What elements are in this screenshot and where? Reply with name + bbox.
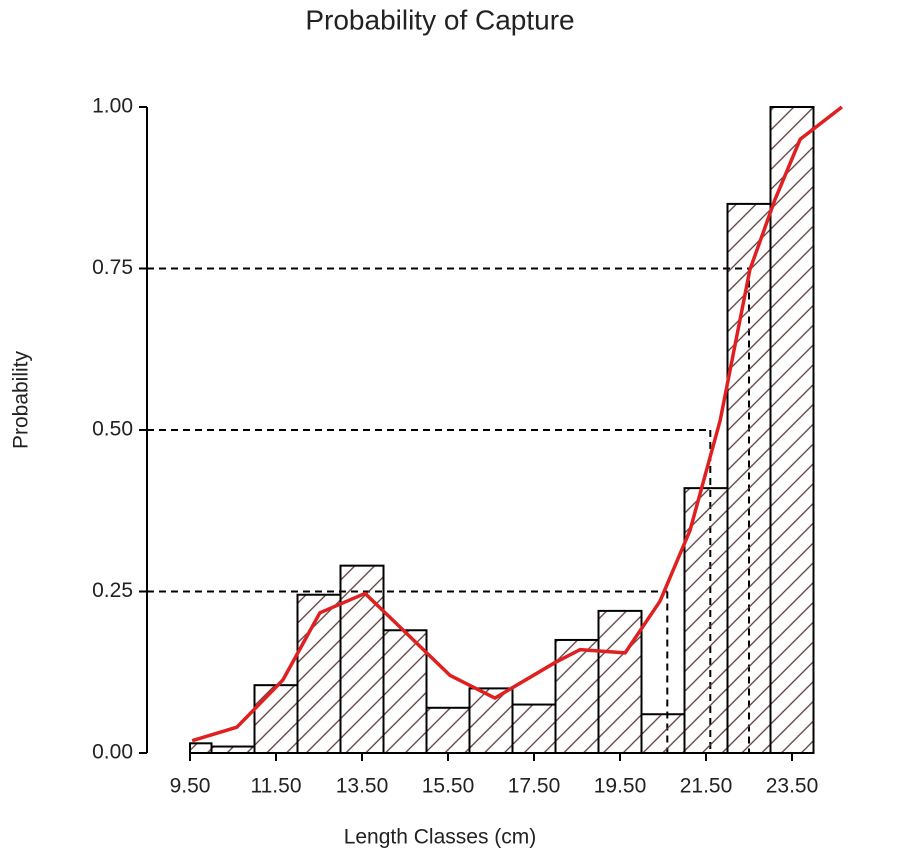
- y-tick-label: 0.25: [92, 579, 133, 602]
- bar: [189, 742, 213, 754]
- bar: [726, 202, 772, 754]
- bar: [425, 706, 471, 755]
- x-axis-label: Length Classes (cm): [344, 826, 537, 849]
- bar: [210, 745, 256, 754]
- bar: [554, 638, 600, 755]
- probability-curve: [191, 105, 843, 743]
- x-tick-label: 17.50: [508, 775, 561, 798]
- x-tick-label: 23.50: [766, 775, 819, 798]
- bar: [769, 106, 815, 754]
- bar: [468, 687, 514, 755]
- x-tick-label: 13.50: [336, 775, 389, 798]
- y-axis-label: Probability: [10, 350, 33, 449]
- bar: [382, 629, 428, 755]
- bar: [511, 703, 557, 754]
- bar: [253, 684, 299, 754]
- y-tick-label: 0.00: [92, 741, 133, 764]
- x-tick-label: 21.50: [680, 775, 733, 798]
- bar: [296, 593, 342, 754]
- bar: [683, 487, 729, 754]
- bar: [640, 713, 686, 754]
- bar: [339, 564, 385, 754]
- y-tick-label: 1.00: [92, 95, 133, 118]
- x-tick-label: 19.50: [594, 775, 647, 798]
- x-tick-label: 11.50: [251, 775, 302, 798]
- y-tick-label: 0.75: [92, 256, 133, 279]
- chart-title: Probability of Capture: [305, 4, 574, 35]
- y-tick-label: 0.50: [92, 418, 133, 441]
- x-tick-label: 9.50: [170, 775, 211, 798]
- x-tick-label: 15.50: [422, 775, 475, 798]
- bar: [597, 609, 643, 754]
